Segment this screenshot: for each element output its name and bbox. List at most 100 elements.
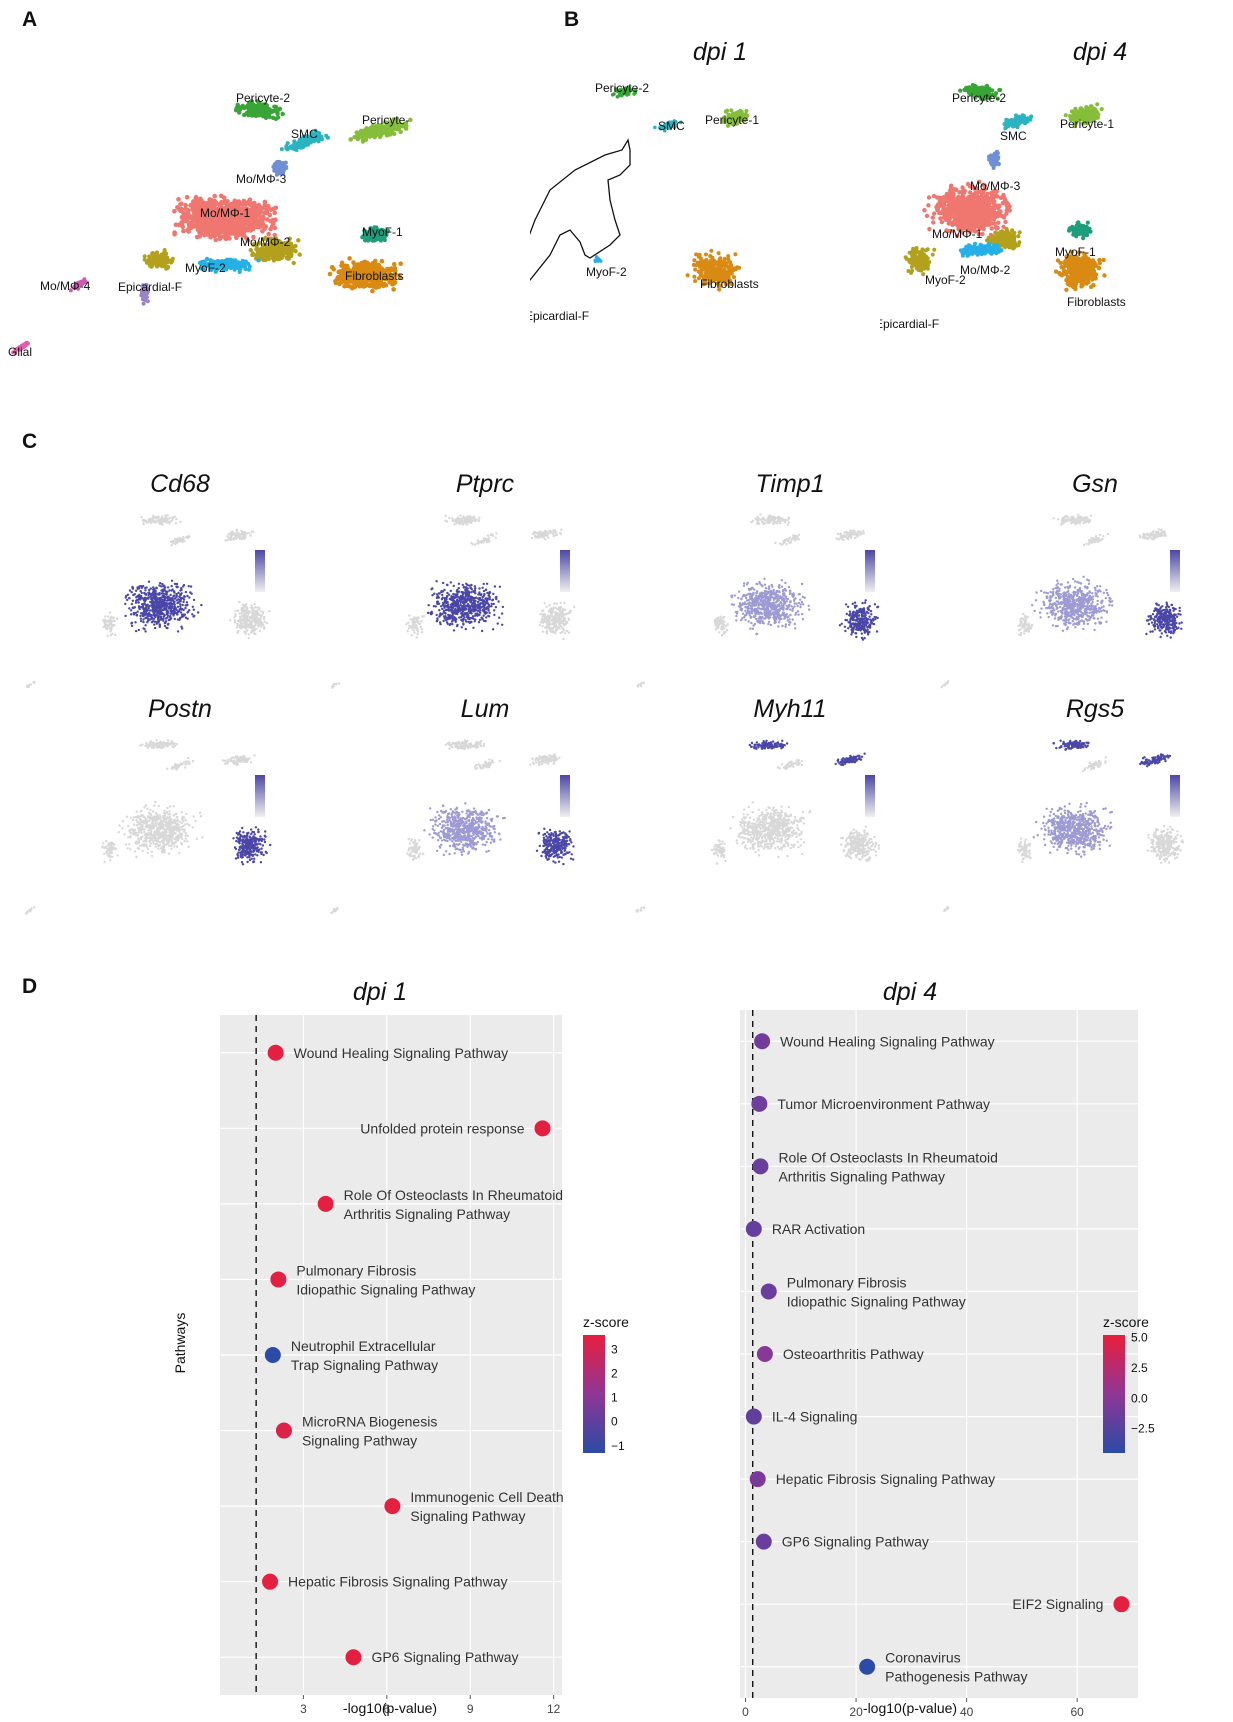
umap-b4-label-0: Pericyte-2	[952, 91, 1006, 105]
pathway-label: MicroRNA Biogenesis Signaling Pathway	[302, 1414, 437, 1449]
umap-a-label-1: SMC	[291, 127, 318, 141]
cells-mo	[729, 801, 812, 859]
x-tick-0: 0	[742, 1705, 749, 1719]
cells-epi	[102, 611, 119, 638]
cells-epi	[1017, 837, 1032, 864]
umap-b4-label-2: Pericyte-1	[1060, 117, 1114, 131]
pathway-label: Pulmonary Fibrosis Idiopathic Signaling P…	[296, 1262, 475, 1297]
cluster-epi	[139, 282, 150, 306]
cluster-pericyte2	[610, 86, 638, 99]
cells-fibro	[538, 601, 576, 641]
cells-fibro	[229, 600, 271, 640]
cells-glial	[330, 906, 339, 915]
x-tick-0: 3	[300, 1702, 307, 1716]
cells-pericyte	[139, 739, 179, 750]
umap-a-label-3: Mo/MΦ-3	[236, 172, 287, 186]
cells-glial	[636, 681, 645, 688]
cells-pericyte1	[834, 752, 866, 767]
pathway-label: Neutrophil Extracellular Trap Signaling P…	[291, 1338, 438, 1373]
pathway-dot	[267, 1044, 284, 1061]
pathway-dot	[745, 1220, 762, 1237]
pathway-label: Hepatic Fibrosis Signaling Pathway	[288, 1574, 507, 1590]
cluster-mo3	[271, 159, 289, 177]
cells-pericyte1	[530, 528, 563, 541]
umap-b4-label-9: Fibroblasts	[1067, 295, 1126, 309]
gene-title-rgs5: Rgs5	[1065, 695, 1125, 723]
cells-fibro	[838, 599, 880, 641]
cells-pericyte1	[835, 529, 866, 542]
pathway-dot	[760, 1283, 777, 1300]
cells-pericyte1	[224, 528, 255, 542]
umap-a-label-0: Pericyte-2	[236, 91, 290, 105]
cells-glial	[942, 905, 950, 912]
color-scale	[1170, 550, 1180, 592]
colorbar-tick-1: 2	[611, 1367, 618, 1381]
panel-letter-b: B	[564, 8, 580, 31]
cells-mo	[426, 580, 505, 633]
gene-title-myh11: Myh11	[753, 695, 827, 723]
umap-b4-label-6: Mo/MΦ-2	[960, 263, 1011, 277]
feature-plot-ptprc	[331, 514, 576, 689]
colorbar-tick-3: 0	[611, 1415, 618, 1429]
cells-mo	[730, 577, 811, 636]
cells-epi	[406, 837, 425, 861]
colorbar-tick-0: 5.0	[1131, 1330, 1148, 1344]
color-scale	[560, 550, 570, 592]
cells-mo	[423, 802, 506, 857]
cells-smc	[1081, 756, 1107, 773]
cells-smc	[473, 758, 501, 770]
x-axis-title-dpi1: -log10(p-value)	[342, 1700, 438, 1716]
cells-glial	[331, 682, 341, 689]
cluster-pericyte2	[958, 82, 1003, 102]
pathway-label: Wound Healing Signaling Pathway	[780, 1033, 995, 1049]
x-tick-3: 12	[547, 1702, 561, 1716]
colorbar-tick-3: −2.5	[1131, 1422, 1155, 1436]
umap-a-label-4: Mo/MΦ-1	[200, 206, 251, 220]
colorbar-tick-1: 2.5	[1131, 1361, 1148, 1375]
color-scale	[865, 775, 875, 817]
pathway-dot	[264, 1347, 281, 1363]
cells-glial	[940, 680, 950, 689]
dotplot-dpi4: 0 20 40 60 Wound Healing Signaling Pathway Tu…	[740, 1010, 1155, 1719]
cluster-pericyte1	[720, 108, 750, 128]
pathway-dot	[345, 1649, 362, 1666]
umap-a-label-7: MyoF-2	[185, 261, 226, 275]
cells-smc	[1082, 532, 1110, 547]
gene-title-postn: Postn	[148, 695, 212, 723]
cells-pericyte	[1052, 739, 1090, 751]
cells-mo	[1032, 801, 1114, 858]
pathway-label: Tumor Microenvironment Pathway	[777, 1096, 990, 1112]
pathway-label: Hepatic Fibrosis Signaling Pathway	[776, 1471, 995, 1487]
pathway-label: GP6 Signaling Pathway	[782, 1534, 929, 1550]
cells-glial	[24, 906, 36, 915]
cluster-pericyte2	[233, 99, 285, 121]
cluster-myof2	[958, 241, 1004, 258]
x-tick-2: 9	[467, 1702, 474, 1716]
cluster-myof1	[1066, 220, 1093, 241]
umap-b4-label-4: Mo/MΦ-1	[932, 227, 983, 241]
cells-epi	[101, 840, 119, 864]
pathway-label: EIF2 Signaling	[1012, 1596, 1103, 1612]
umap-a-label-5: MyoF-1	[362, 225, 403, 239]
pathway-label: IL-4 Signaling	[772, 1409, 858, 1425]
cluster-epi-f	[903, 246, 937, 277]
umap-b1-label-0: Pericyte-2	[595, 81, 649, 95]
cells-epi	[1017, 612, 1034, 637]
x-tick-3: 60	[1071, 1705, 1085, 1719]
cluster-epi-f	[142, 248, 175, 271]
feature-plot-gsn	[940, 513, 1183, 689]
cluster-pericyte1	[348, 117, 413, 144]
panel-letter-a: A	[22, 8, 38, 31]
cells-pericyte1	[1139, 753, 1172, 768]
pathway-dot	[756, 1346, 773, 1362]
y-axis-title-dpi1: Pathways	[172, 1312, 188, 1374]
cells-pericyte1	[221, 754, 256, 767]
cells-pericyte	[140, 514, 182, 526]
umap-a-label-8: Fibroblasts	[345, 269, 404, 283]
feature-plot-rgs5	[942, 739, 1185, 912]
pathway-dot	[745, 1408, 762, 1425]
feature-plot-timp1	[636, 513, 880, 688]
cluster-myof2	[197, 256, 261, 274]
gene-title-ptprc: Ptprc	[455, 470, 515, 498]
feature-plot-postn	[24, 739, 272, 915]
